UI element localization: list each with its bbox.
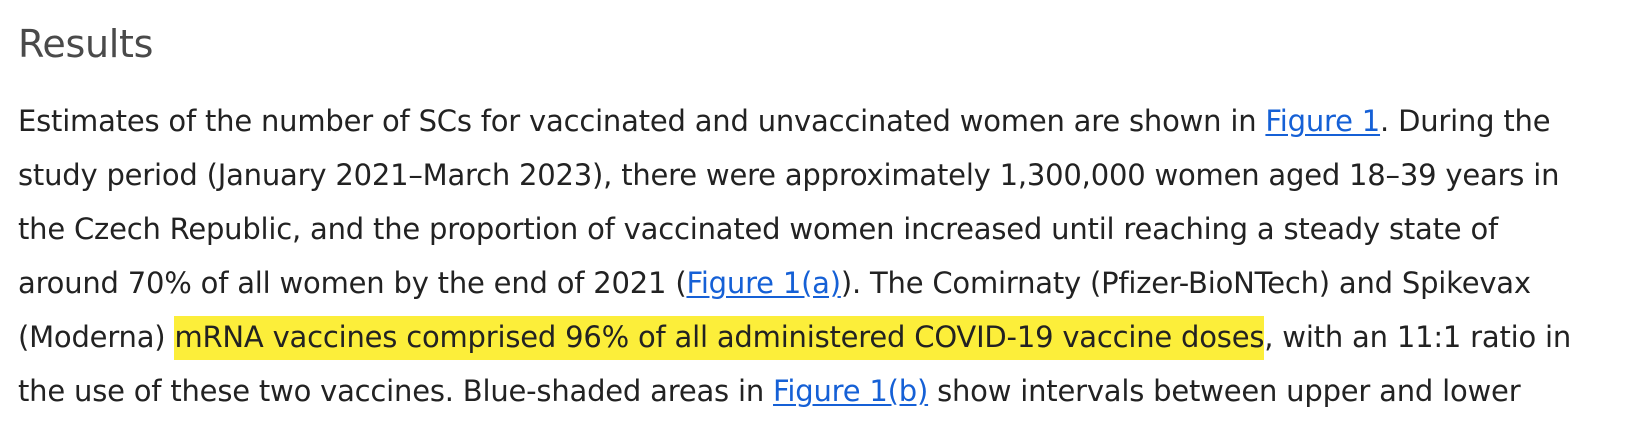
paragraph-line-5: (Moderna) mRNA vaccines comprised 96% of… — [18, 310, 1618, 364]
figure-1-link[interactable]: Figure 1 — [1265, 104, 1381, 138]
paragraph-line-6: the use of these two vaccines. Blue-shad… — [18, 364, 1618, 418]
text-span: (Moderna) — [18, 320, 175, 354]
figure-1a-link[interactable]: Figure 1(a) — [686, 266, 841, 300]
section-heading: Results — [18, 22, 154, 66]
text-span: show intervals between upper and lower — [928, 374, 1521, 408]
paragraph-line-1: Estimates of the number of SCs for vacci… — [18, 94, 1618, 148]
paragraph-line-2: study period (January 2021–March 2023), … — [18, 148, 1618, 202]
text-span: Estimates of the number of SCs for vacci… — [18, 104, 1266, 138]
highlighted-text: mRNA vaccines comprised 96% of all admin… — [174, 316, 1264, 360]
text-span: the Czech Republic, and the proportion o… — [18, 212, 1499, 246]
text-span: ). The Comirnaty (Pfizer-BioNTech) and S… — [840, 266, 1531, 300]
text-span: , with an 11:1 ratio in — [1264, 320, 1572, 354]
results-paragraph: Estimates of the number of SCs for vacci… — [18, 94, 1618, 418]
text-span: study period (January 2021–March 2023), … — [18, 158, 1560, 192]
text-span: around 70% of all women by the end of 20… — [18, 266, 687, 300]
text-span: the use of these two vaccines. Blue-shad… — [18, 374, 774, 408]
text-span: . During the — [1380, 104, 1551, 138]
paragraph-line-4: around 70% of all women by the end of 20… — [18, 256, 1618, 310]
paragraph-line-3: the Czech Republic, and the proportion o… — [18, 202, 1618, 256]
figure-1b-link[interactable]: Figure 1(b) — [773, 374, 929, 408]
